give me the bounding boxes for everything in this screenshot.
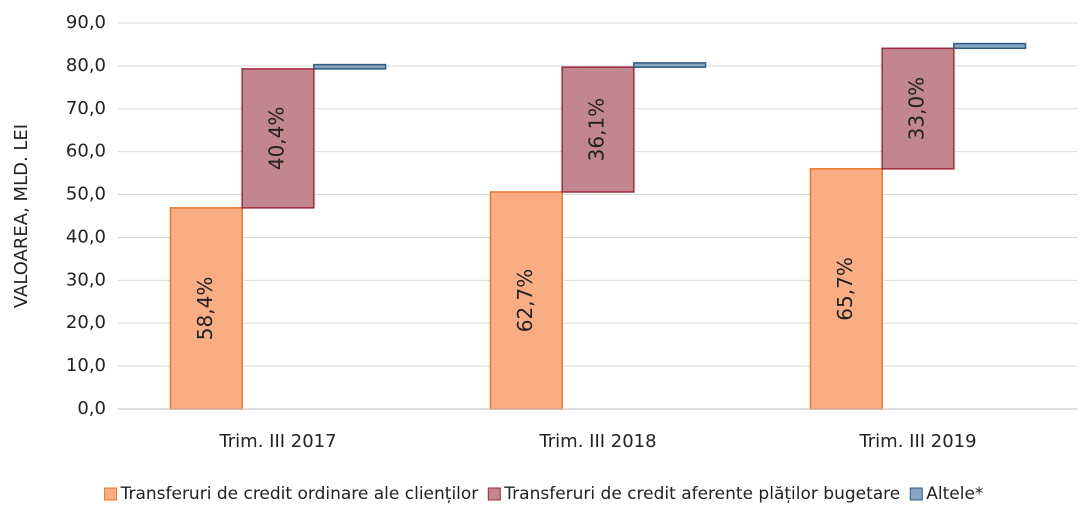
bar-segment xyxy=(881,47,955,170)
bar-segment xyxy=(561,66,635,193)
y-tick-label: 0,0 xyxy=(77,398,106,419)
bar-segment xyxy=(241,68,315,209)
y-tick-label: 10,0 xyxy=(66,355,106,376)
bar-label: 40,4% xyxy=(265,107,289,171)
x-tick-label: Trim. III 2019 xyxy=(858,431,976,452)
y-tick-label: 70,0 xyxy=(66,98,106,119)
x-tick-label: Trim. III 2017 xyxy=(218,431,336,452)
y-tick-label: 80,0 xyxy=(66,55,106,76)
y-tick-label: 40,0 xyxy=(66,226,106,247)
bar-segment xyxy=(953,42,1027,50)
bar-segment xyxy=(313,63,387,70)
bar-label: 36,1% xyxy=(585,98,609,162)
y-tick-label: 90,0 xyxy=(66,12,106,33)
y-axis-label: VALOAREA, MLD. LEI xyxy=(11,124,32,308)
bar-label: 62,7% xyxy=(513,269,537,333)
legend: Transferuri de credit ordinare ale clien… xyxy=(104,484,983,504)
x-tick-label: Trim. III 2018 xyxy=(538,431,656,452)
bar-segment xyxy=(169,207,243,410)
y-tick-label: 60,0 xyxy=(66,141,106,162)
bar-label: 33,0% xyxy=(905,77,929,141)
y-tick-label: 20,0 xyxy=(66,312,106,333)
bar-segment xyxy=(809,168,883,410)
legend-label: Transferuri de credit aferente plăților … xyxy=(503,484,900,504)
bar-segment xyxy=(633,62,707,68)
legend-swatch xyxy=(487,487,501,501)
y-tick-label: 30,0 xyxy=(66,269,106,290)
bar-label: 65,7% xyxy=(833,257,857,321)
legend-label: Altele* xyxy=(926,484,983,504)
bar-label: 58,4% xyxy=(193,277,217,341)
legend-swatch xyxy=(104,487,118,501)
y-tick-label: 50,0 xyxy=(66,184,106,205)
legend-swatch xyxy=(909,487,923,501)
legend-label: Transferuri de credit ordinare ale clien… xyxy=(120,484,479,504)
